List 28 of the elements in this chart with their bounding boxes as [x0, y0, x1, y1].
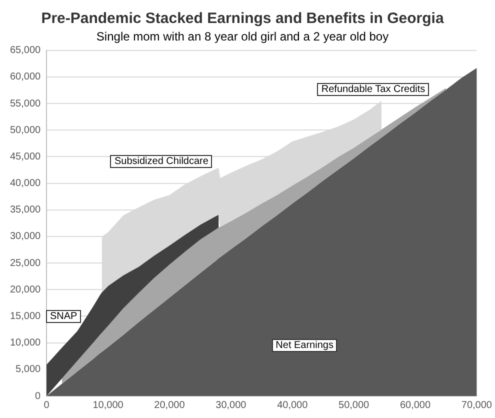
y-tick-label: 40,000	[10, 178, 42, 190]
x-tick-label: 0	[44, 400, 50, 411]
series-label: Refundable Tax Credits	[317, 83, 430, 96]
y-tick-label: 0	[35, 390, 42, 402]
y-tick-label: 25,000	[10, 258, 42, 269]
x-tick-label: 30,000	[216, 400, 247, 411]
series-label: SNAP	[46, 310, 82, 324]
y-tick-label: 15,000	[10, 310, 42, 322]
x-tick-label: 70,000	[461, 400, 492, 411]
x-tick-label: 10,000	[92, 400, 124, 411]
x-tick-label: 50,000	[338, 400, 370, 411]
y-tick-label: 10,000	[10, 338, 42, 349]
y-tick-label: 5,000	[16, 364, 42, 376]
y-tick-label: 60,000	[10, 72, 42, 83]
series-label: Net Earnings	[272, 339, 338, 352]
y-tick-label: 65,000	[10, 45, 42, 56]
y-tick-label: 30,000	[10, 231, 42, 242]
chart-title: Pre-Pandemic Stacked Earnings and Benefits in Georgia	[41, 10, 444, 28]
x-tick-label: 20,000	[154, 400, 186, 411]
x-tick-label: 40,000	[277, 400, 308, 411]
series-label: Subsidized Childcare	[110, 155, 212, 168]
y-tick-label: 45,000	[10, 151, 42, 162]
y-tick-label: 35,000	[10, 204, 42, 216]
y-tick-label: 50,000	[10, 124, 42, 136]
chart-subtitle: Single mom with an 8 year old girl and a 2 year old boy	[96, 30, 389, 44]
x-tick-label: 60,000	[400, 400, 431, 411]
y-tick-label: 55,000	[10, 98, 42, 110]
y-tick-label: 20,000	[10, 284, 42, 296]
